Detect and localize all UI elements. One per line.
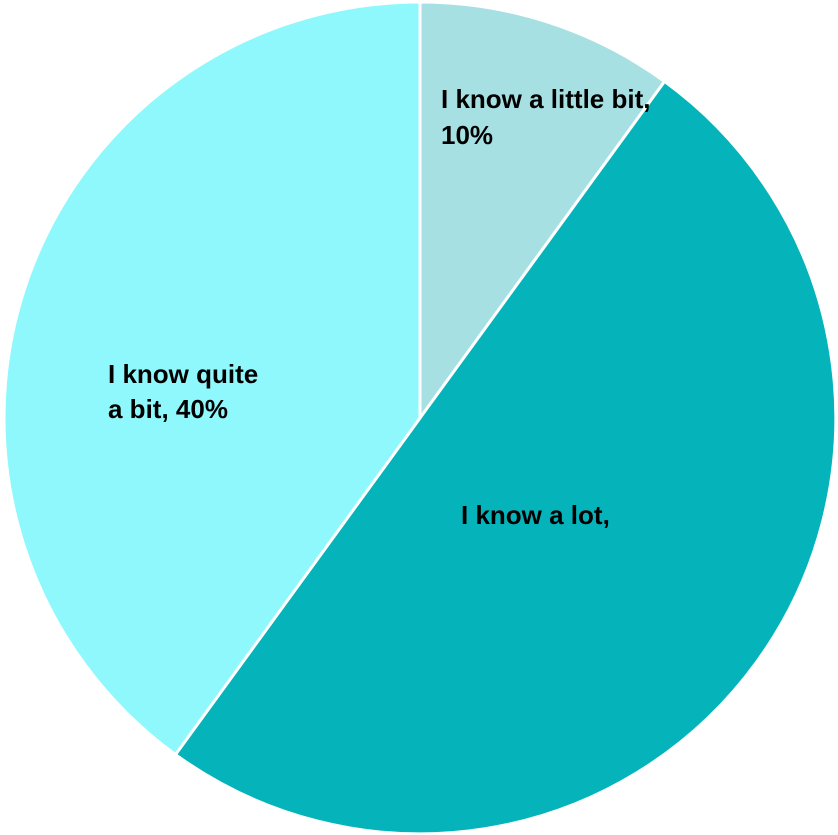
slice-label-quite-a-bit-line1: I know quite	[108, 359, 258, 389]
pie-slice-i-know-a-little-bit	[418, 0, 667, 423]
pie-slice-i-know-a-lot	[173, 79, 838, 835]
pie-slice-i-know-quite-a-bit	[2, 0, 422, 757]
slice-label-little-bit-line1: I know a little bit,	[441, 84, 650, 114]
slice-label-a-lot-line1: I know a lot,	[461, 500, 610, 530]
slice-label-a-lot: I know a lot,	[461, 500, 610, 530]
slice-label-little-bit: I know a little bit, 10%	[441, 84, 658, 150]
slice-label-quite-a-bit-line2: a bit, 40%	[108, 394, 228, 424]
slice-label-little-bit-line2: 10%	[441, 120, 493, 150]
slice-label-quite-a-bit: I know quite a bit, 40%	[108, 359, 265, 424]
